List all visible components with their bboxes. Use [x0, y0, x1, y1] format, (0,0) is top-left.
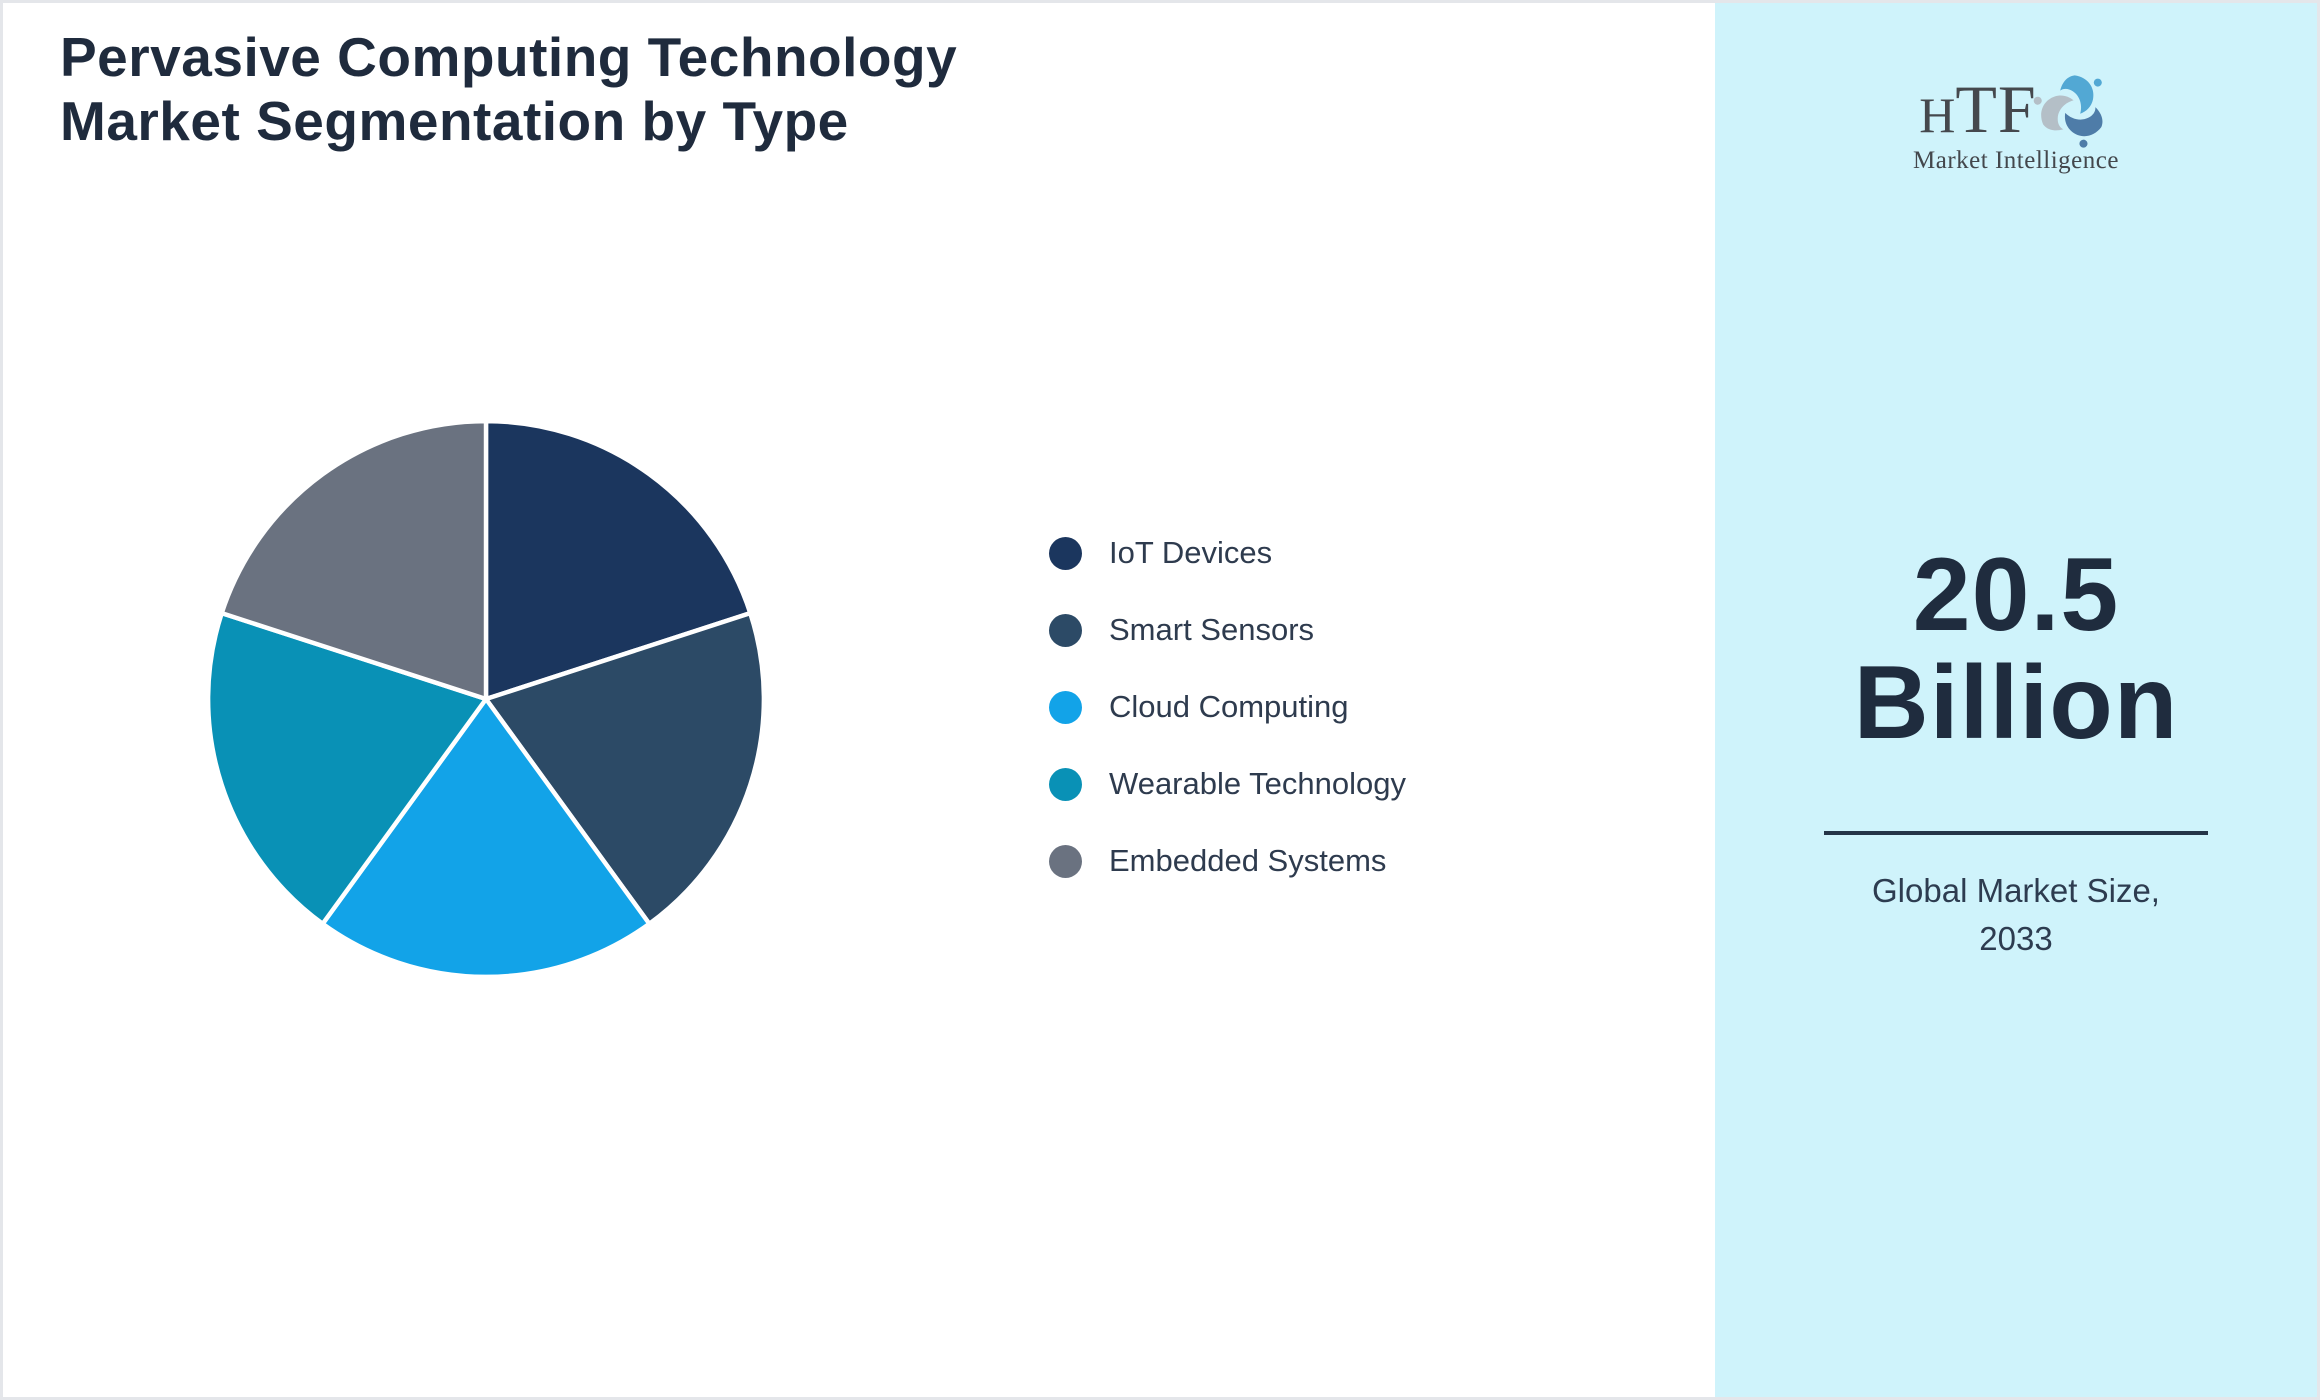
legend-label: Embedded Systems: [1109, 843, 1387, 878]
swirl-figure-top: [2059, 75, 2102, 114]
brand-letters-tf: TF: [1955, 71, 2037, 147]
pie-slice-cloud-computing: [320, 696, 652, 980]
legend-item: Cloud Computing: [1049, 690, 1406, 724]
market-size-caption: Global Market Size, 2033: [1715, 867, 2317, 963]
pie-slice-embedded-systems: [219, 418, 489, 702]
pie-slice-smart-sensors: [483, 610, 767, 927]
swirl-figure-right: [2064, 107, 2103, 148]
legend: IoT Devices Smart Sensors Cloud Computing W…: [1049, 536, 1406, 878]
brand-letter-h: H: [1919, 87, 1956, 143]
legend-swatch-icon: [1049, 613, 1082, 647]
market-size-caption-line2: 2033: [1979, 920, 2053, 957]
page-title-line2: Market Segmentation by Type: [60, 90, 849, 152]
sidebar: HTF Market Intelligence: [1715, 3, 2317, 1397]
pie-chart: [205, 418, 767, 980]
market-size-caption-line1: Global Market Size,: [1872, 872, 2160, 909]
legend-item: Embedded Systems: [1049, 844, 1406, 878]
logo-swirl-icon: [2033, 75, 2103, 148]
legend-item: Smart Sensors: [1049, 613, 1406, 647]
pie-slice-iot-devices: [483, 418, 753, 702]
brand-text: HTF: [1919, 75, 2036, 143]
htf-logo: HTF Market Intelligence: [1715, 69, 2317, 175]
legend-swatch-icon: [1049, 690, 1082, 724]
logo-tagline: Market Intelligence: [1913, 147, 2119, 174]
legend-label: Smart Sensors: [1109, 612, 1315, 647]
logo-lockup: HTF: [1919, 69, 2112, 148]
chart-area: Pervasive Computing Technology Market Se…: [3, 3, 1715, 1397]
market-size-number: 20.5: [1912, 537, 2120, 653]
legend-label: Cloud Computing: [1109, 689, 1349, 724]
market-size-unit: Billion: [1853, 645, 2179, 761]
legend-swatch-icon: [1049, 536, 1082, 570]
swirl-figure-left: [2033, 95, 2074, 131]
legend-label: IoT Devices: [1109, 535, 1273, 570]
sidebar-divider: [1824, 831, 2208, 835]
legend-swatch-icon: [1049, 844, 1082, 878]
market-size-value: 20.5 Billion: [1715, 541, 2317, 757]
pie-slice-wearable-technology: [205, 610, 489, 927]
legend-item: IoT Devices: [1049, 536, 1406, 570]
legend-item: Wearable Technology: [1049, 767, 1406, 801]
page-title-line1: Pervasive Computing Technology: [60, 26, 958, 88]
page-title: Pervasive Computing Technology Market Se…: [60, 25, 957, 153]
legend-label: Wearable Technology: [1109, 766, 1406, 801]
legend-swatch-icon: [1049, 767, 1082, 801]
